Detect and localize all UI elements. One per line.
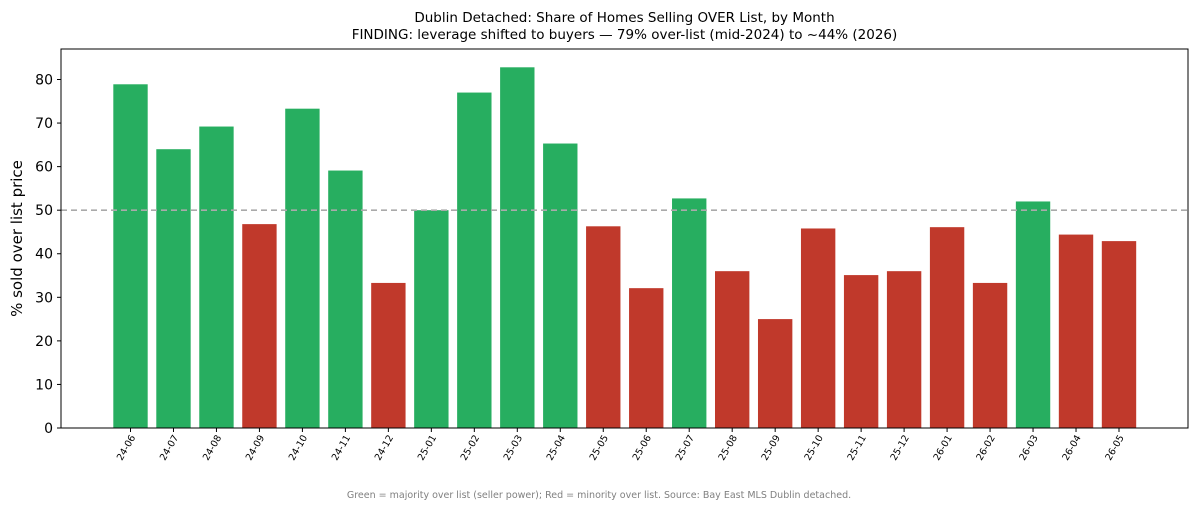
bar-25-10 — [800, 228, 836, 428]
x-tick-label: 25-06 — [631, 433, 654, 462]
bar-24-09 — [242, 224, 277, 428]
bars-group — [113, 67, 1137, 429]
y-tick-label: 40 — [35, 247, 53, 263]
bar-24-08 — [199, 126, 234, 428]
x-tick-label: 25-02 — [459, 433, 482, 462]
bar-25-01 — [414, 210, 449, 428]
bar-24-10 — [285, 108, 320, 429]
x-axis: 24-06 24-07 24-08 24-09 24-10 24-11 24-12 25-01… — [115, 428, 1127, 463]
bar-26-02 — [972, 282, 1008, 428]
x-tick-label: 26-01 — [932, 433, 955, 462]
y-tick-label: 20 — [35, 334, 53, 350]
y-axis-label: % sold over list price — [8, 160, 26, 317]
y-axis: 0 10 20 30 40 50 60 70 80 — [35, 72, 61, 437]
x-tick-label: 25-01 — [416, 433, 439, 462]
y-tick-label: 80 — [35, 72, 53, 88]
x-tick-label: 24-08 — [201, 433, 224, 462]
chart-title: Dublin Detached: Share of Homes Selling … — [414, 10, 834, 26]
x-tick-label: 25-09 — [760, 433, 783, 462]
bar-25-04 — [543, 143, 578, 428]
x-tick-label: 24-09 — [244, 433, 267, 462]
bar-25-02 — [457, 92, 492, 428]
x-tick-label: 26-02 — [974, 433, 997, 462]
x-tick-label: 26-04 — [1060, 433, 1083, 462]
bar-25-07 — [672, 198, 707, 428]
bar-26-01 — [929, 227, 965, 428]
x-tick-label: 25-10 — [803, 433, 826, 462]
bar-26-03 — [1015, 201, 1051, 428]
x-tick-label: 25-08 — [717, 433, 740, 462]
bar-26-04 — [1058, 234, 1094, 428]
chart-footnote: Green = majority over list (seller power… — [347, 490, 851, 501]
x-tick-label: 24-06 — [115, 433, 138, 462]
x-tick-label: 24-11 — [330, 433, 353, 462]
x-tick-label: 25-03 — [502, 433, 525, 462]
x-tick-label: 26-05 — [1103, 433, 1126, 462]
x-tick-label: 25-04 — [545, 433, 568, 462]
bar-26-05 — [1101, 241, 1137, 428]
bar-25-05 — [586, 226, 621, 428]
bar-25-11 — [843, 275, 879, 428]
x-tick-label: 24-07 — [158, 433, 181, 462]
bar-24-12 — [371, 282, 406, 428]
x-tick-label: 24-12 — [373, 433, 396, 462]
chart-subtitle: FINDING: leverage shifted to buyers — 79… — [352, 27, 898, 43]
bar-24-11 — [328, 170, 363, 429]
bar-25-08 — [715, 271, 750, 428]
bar-24-07 — [156, 149, 191, 428]
plot-area-frame — [60, 48, 1189, 429]
x-tick-label: 25-05 — [588, 433, 611, 462]
x-tick-label: 24-10 — [287, 433, 310, 462]
y-tick-label: 10 — [35, 377, 53, 393]
bar-25-03 — [500, 67, 535, 429]
bar-25-09 — [757, 319, 793, 428]
bar-25-06 — [629, 288, 664, 428]
y-tick-label: 50 — [35, 203, 53, 219]
x-tick-label: 25-11 — [846, 433, 869, 462]
y-tick-label: 60 — [35, 160, 53, 176]
bar-25-12 — [886, 271, 922, 428]
x-tick-label: 25-12 — [889, 433, 912, 462]
y-tick-label: 70 — [35, 116, 53, 132]
y-tick-label: 30 — [35, 290, 53, 306]
y-tick-label: 0 — [44, 421, 53, 437]
x-tick-label: 25-07 — [674, 433, 697, 462]
bar-24-06 — [113, 84, 148, 428]
x-tick-label: 26-03 — [1017, 433, 1040, 462]
